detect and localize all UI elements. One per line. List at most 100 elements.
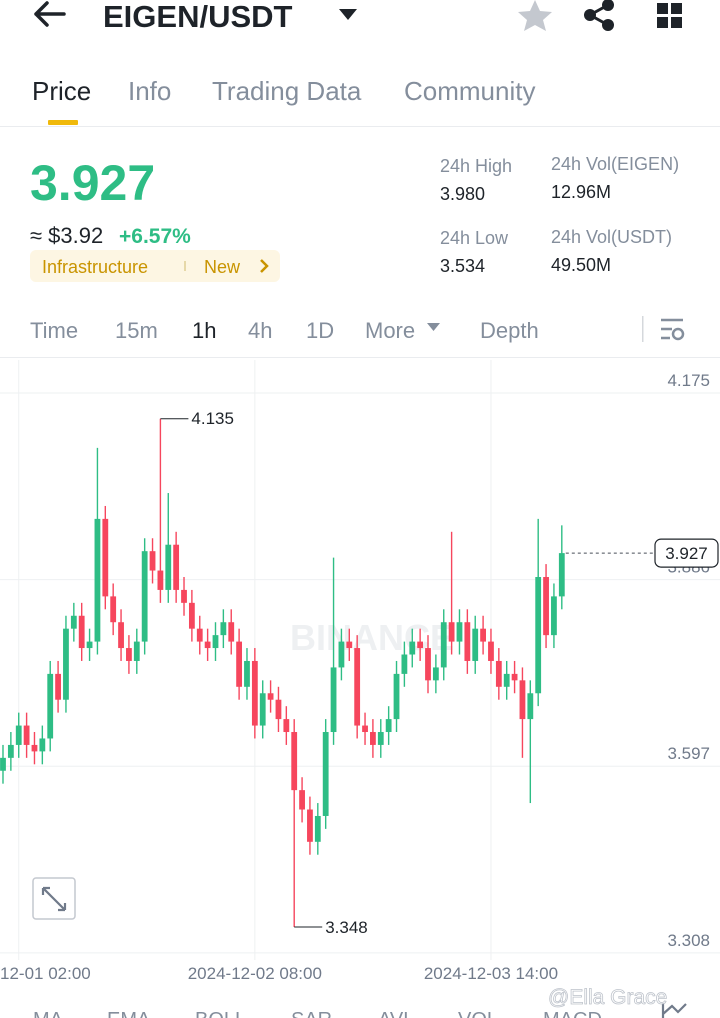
- last-price-label: 3.927: [665, 544, 708, 563]
- candle-body: [149, 551, 156, 571]
- candle-body: [448, 622, 455, 642]
- y-tick-label: 3.308: [667, 931, 710, 950]
- tag-chevron: [260, 259, 269, 273]
- favorite-star[interactable]: [518, 0, 552, 31]
- tag[interactable]: Infrastructure: [42, 257, 148, 277]
- tab[interactable]: Info: [128, 76, 171, 106]
- interval[interactable]: 4h: [248, 318, 272, 343]
- pair-dropdown[interactable]: [339, 9, 357, 20]
- max-marker-label: 4.135: [191, 409, 234, 428]
- candle-body: [0, 757, 6, 771]
- indicator[interactable]: SAR: [291, 1009, 332, 1018]
- candle-body: [188, 602, 195, 629]
- tab-active[interactable]: Price: [32, 76, 91, 106]
- candle-body: [173, 544, 180, 590]
- y-tick-label: 4.175: [667, 371, 710, 390]
- interval[interactable]: 15m: [115, 318, 158, 343]
- candle-body: [15, 725, 22, 745]
- candle-body: [432, 667, 439, 681]
- back-button[interactable]: [34, 1, 66, 27]
- stat-label: 24h Low: [440, 228, 509, 248]
- candle-body: [244, 660, 250, 687]
- tag[interactable]: New: [204, 257, 241, 277]
- share-lines: [586, 3, 609, 27]
- tag-separator: [184, 261, 186, 271]
- candle-body: [94, 518, 101, 642]
- candle-body: [157, 570, 164, 590]
- candle-body: [370, 732, 376, 745]
- chart-settings[interactable]: [661, 318, 685, 341]
- settings-gear: [671, 327, 685, 341]
- candle-body: [165, 544, 172, 590]
- candle-body: [417, 641, 424, 649]
- candle-body: [86, 641, 93, 649]
- tab[interactable]: Trading Data: [212, 76, 362, 106]
- candle-body: [110, 596, 117, 623]
- candle-body: [126, 648, 132, 661]
- y-tick-label: 3.597: [667, 744, 710, 763]
- interval[interactable]: Time: [30, 318, 78, 343]
- candle-body: [31, 744, 38, 752]
- tag-pill[interactable]: [30, 250, 280, 282]
- candle-body: [251, 660, 258, 726]
- stat-value: 49.50M: [551, 255, 611, 275]
- indicator[interactable]: MA: [33, 1009, 64, 1018]
- interval[interactable]: 1D: [306, 318, 334, 343]
- candle-body: [464, 622, 471, 661]
- candle-body: [330, 667, 337, 733]
- candle-body: [503, 673, 510, 687]
- candle-body: [55, 673, 61, 700]
- candle-body: [228, 622, 235, 642]
- candle-body: [283, 719, 290, 733]
- fullscreen-button[interactable]: [32, 877, 76, 920]
- price-change: +6.57%: [119, 225, 191, 248]
- candle-body: [558, 553, 565, 597]
- usd-price: ≈ $3.92: [30, 223, 103, 248]
- candle-body: [39, 738, 46, 752]
- grid-cell: [671, 3, 682, 14]
- candle-body: [409, 641, 416, 655]
- stat-label: 24h High: [440, 156, 512, 176]
- indicator-settings[interactable]: [661, 1003, 687, 1018]
- candle-body: [196, 628, 203, 642]
- stat-value: 12.96M: [551, 182, 611, 202]
- indicator[interactable]: BOLL: [195, 1009, 246, 1018]
- indicator[interactable]: AVL: [378, 1009, 414, 1018]
- share-button[interactable]: [584, 0, 614, 31]
- candle-body: [346, 641, 353, 649]
- pair-title[interactable]: EIGEN/USDT: [103, 0, 293, 34]
- candle-body: [275, 699, 282, 720]
- candle-body: [259, 693, 266, 726]
- candle-body: [440, 622, 447, 668]
- interval-more[interactable]: More: [365, 318, 415, 343]
- stat-value: 3.534: [440, 256, 485, 276]
- candle-body: [47, 673, 54, 739]
- candle-body: [212, 635, 219, 649]
- indicator[interactable]: MACD: [543, 1009, 602, 1018]
- tab[interactable]: Community: [404, 76, 535, 106]
- candle-body: [377, 732, 384, 745]
- indicator[interactable]: VOL: [458, 1009, 498, 1018]
- candle-body: [267, 693, 274, 700]
- candle-body: [141, 551, 148, 642]
- candle-body: [70, 615, 77, 629]
- stat-value: 3.980: [440, 184, 485, 204]
- candle-body: [236, 641, 243, 687]
- candle-body: [291, 732, 298, 791]
- candle-body: [118, 622, 124, 649]
- candle-body: [480, 628, 486, 642]
- candle-body: [535, 577, 542, 694]
- candle-body: [7, 744, 14, 758]
- depth-tab[interactable]: Depth: [480, 318, 539, 343]
- last-price-box: [654, 538, 719, 568]
- watermark: @Ella Grace: [548, 986, 667, 1009]
- candle-body: [338, 641, 345, 668]
- indicator[interactable]: EMA: [107, 1009, 151, 1018]
- interval-active[interactable]: 1h: [192, 318, 216, 343]
- candle-body: [314, 815, 321, 842]
- candle-body: [527, 693, 534, 720]
- x-tick-label: 2024-12-03 14:00: [424, 964, 558, 983]
- menu-grid[interactable]: [657, 3, 682, 28]
